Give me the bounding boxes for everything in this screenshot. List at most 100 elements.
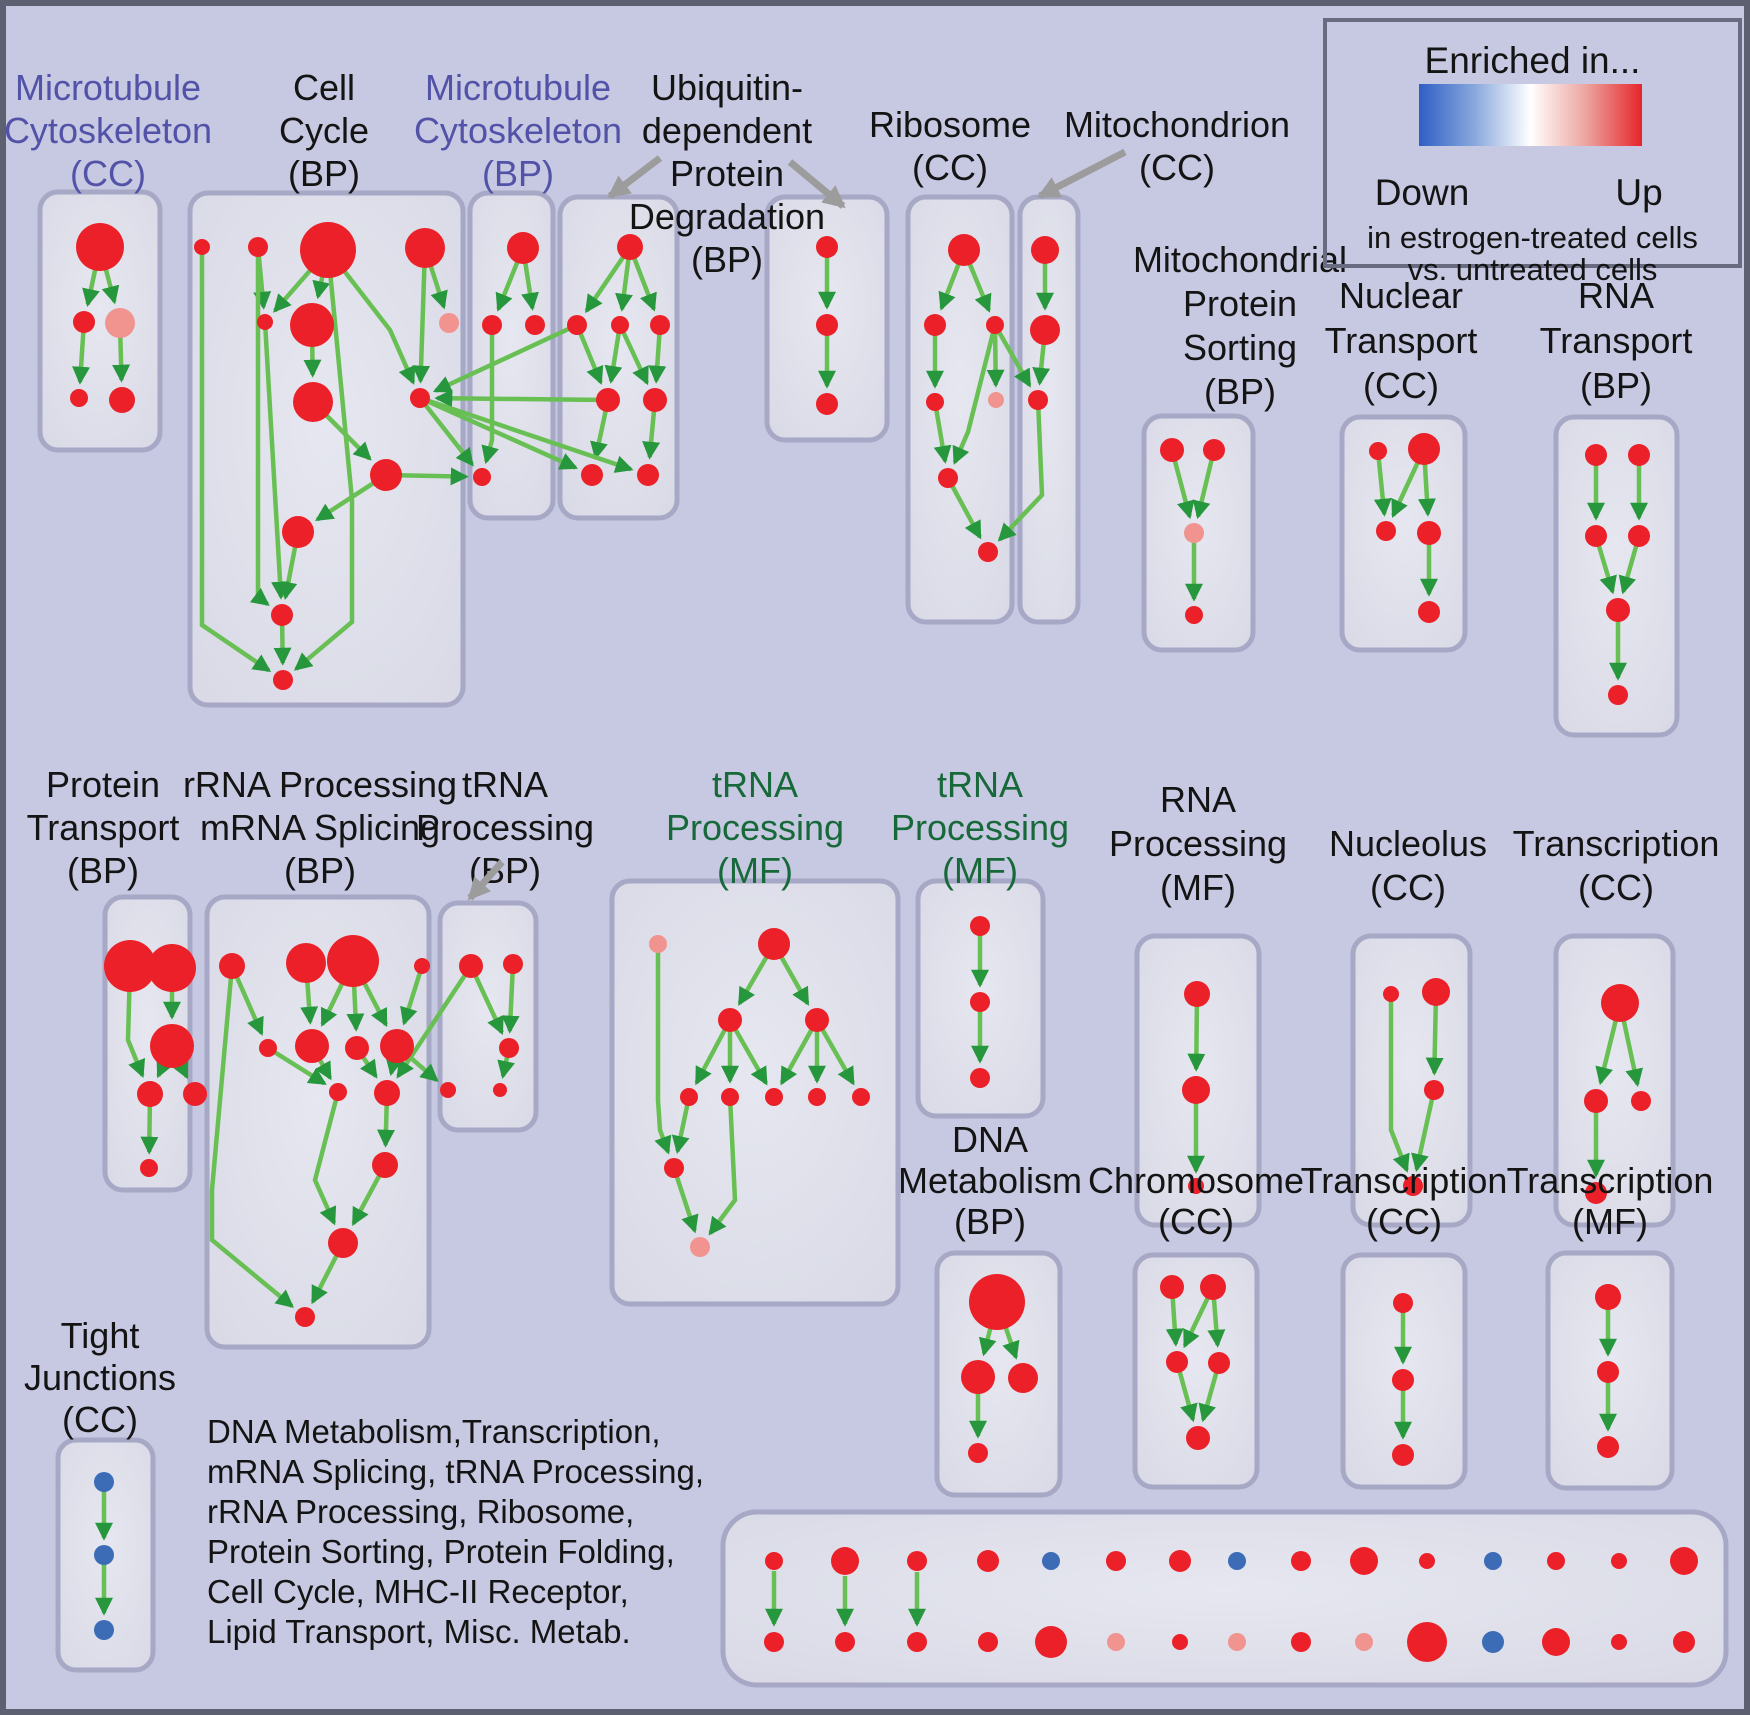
node-mito-2	[1028, 390, 1048, 410]
node-trna_mf2-1	[970, 992, 990, 1012]
legend-title: Enriched in...	[1424, 40, 1641, 81]
cluster-box-chromosome	[1132, 1252, 1260, 1490]
misc-text-line-0: DNA Metabolism,Transcription,	[207, 1413, 661, 1450]
node-ubiq_b-2	[816, 393, 838, 415]
cluster-label-ubiquitin-dependent-protein-degradation-bp-line1: dependent	[642, 110, 812, 151]
node-ubiq_a-7	[637, 464, 659, 486]
node-trna_mf2-2	[970, 1068, 990, 1088]
cluster-label-rna-processing-mf-line2: (MF)	[1160, 867, 1236, 908]
node-ribosome-4	[988, 392, 1004, 408]
cluster-label-rna-processing-mf-line0: RNA	[1160, 779, 1236, 820]
node-rrna-6	[345, 1036, 369, 1060]
cross-edge-1	[434, 389, 609, 408]
cluster-label-ubiquitin-dependent-protein-degradation-bp-line0: Ubiquitin-	[651, 67, 803, 108]
node-strip-top-6	[1169, 1550, 1191, 1572]
edge-trna_mf1-4	[728, 1018, 769, 1086]
cross-edge-7	[396, 964, 473, 1079]
cluster-label-nucleolus-cc-line1: (CC)	[1370, 867, 1446, 908]
node-rrna-1	[286, 943, 326, 983]
cluster-label-ribosome-cc-line1: (CC)	[912, 147, 988, 188]
node-tight_junc-2	[94, 1620, 114, 1640]
node-mito_sort-3	[1185, 606, 1203, 624]
node-chromosome-0	[1160, 1275, 1184, 1299]
cluster-label-microtubule-cytoskeleton-cc-line1: Cytoskeleton	[4, 110, 212, 151]
node-ribosome-3	[926, 393, 944, 411]
legend-down-label: Down	[1374, 172, 1470, 213]
node-trna_mf1-0	[649, 935, 667, 953]
cluster-label-rna-transport-bp-line1: Transport	[1540, 320, 1693, 361]
node-cell_cycle-10	[282, 516, 314, 548]
node-rna_mf-1	[1182, 1076, 1210, 1104]
cross-edge-8	[993, 323, 1032, 388]
cluster-label-microtubule-cytoskeleton-cc-line0: Microtubule	[15, 67, 201, 108]
node-cell_cycle-3	[405, 228, 445, 268]
cross-edge-2	[419, 395, 579, 470]
edge-trna_mf1-5	[779, 1018, 819, 1086]
node-strip-top-12	[1547, 1552, 1565, 1570]
node-rna_trans-5	[1608, 685, 1628, 705]
node-rna_trans-3	[1628, 525, 1650, 547]
node-strip-top-10	[1419, 1553, 1435, 1569]
node-cell_cycle-2	[300, 222, 356, 278]
cluster-box-dna_met	[934, 1250, 1063, 1498]
cluster-label-nucleolus-cc-line0: Nucleolus	[1329, 823, 1487, 864]
cluster-box-misc-strip	[720, 1509, 1729, 1688]
node-tight_junc-1	[94, 1545, 114, 1565]
cluster-label-nuclear-transport-cc-line0: Nuclear	[1339, 275, 1463, 316]
cluster-box-mt_cc	[37, 189, 163, 453]
cluster-label-microtubule-cytoskeleton-bp-line0: Microtubule	[425, 67, 611, 108]
node-prot_trans-3	[137, 1081, 163, 1107]
cluster-label-chromosome-cc-line1: (CC)	[1158, 1201, 1234, 1242]
node-chromosome-3	[1208, 1352, 1230, 1374]
label-pointer-arrow-1	[787, 159, 846, 209]
node-mt_cc-0	[76, 223, 124, 271]
cluster-label-cell-cycle-bp-line2: (BP)	[288, 153, 360, 194]
node-ubiq_a-1	[567, 315, 587, 335]
node-strip-top-5	[1106, 1551, 1126, 1571]
node-trna_mf1-4	[680, 1088, 698, 1106]
cluster-label-mitochondrial-protein-sorting-bp-line1: Protein	[1183, 283, 1297, 324]
label-pointer-arrow-0	[607, 155, 663, 199]
node-ubiq_a-3	[650, 315, 670, 335]
cluster-label-tight-junctions-cc-line2: (CC)	[62, 1399, 138, 1440]
cross-edge-3	[419, 395, 634, 473]
node-strip-top-14	[1670, 1547, 1698, 1575]
node-mt_bp-1	[482, 315, 502, 335]
cluster-label-trna-processing-mf-2-line0: tRNA	[937, 764, 1023, 805]
node-strip-top-11	[1484, 1552, 1502, 1570]
cluster-label-ubiquitin-dependent-protein-degradation-bp-line4: (BP)	[691, 239, 763, 280]
cluster-label-trna-processing-mf-1-line0: tRNA	[712, 764, 798, 805]
edge-ubiq_a-3	[574, 324, 604, 385]
edge-trna_bp-0	[468, 965, 504, 1036]
cluster-label-dna-metabolism-bp-line0: DNA	[952, 1119, 1028, 1160]
cluster-label-transcription-mf-line0: Transcription	[1507, 1160, 1714, 1201]
node-cell_cycle-11	[271, 604, 293, 626]
node-strip-bottom-0	[764, 1632, 784, 1652]
edge-nucleolus-2	[1411, 1089, 1437, 1173]
node-rrna-10	[372, 1152, 398, 1178]
node-rrna-5	[295, 1029, 329, 1063]
node-ribosome-1	[924, 314, 946, 336]
node-strip-bottom-5	[1107, 1633, 1125, 1651]
cluster-label-chromosome-cc-line0: Chromosome	[1088, 1160, 1304, 1201]
cluster-label-transcription-cc-mid-line0: Transcription	[1513, 823, 1720, 864]
cluster-box-nucleolus	[1350, 933, 1473, 1228]
node-transcription_mf-1	[1597, 1361, 1619, 1383]
node-mito_sort-2	[1184, 523, 1204, 543]
node-trna_mf1-3	[805, 1008, 829, 1032]
node-rrna-2	[327, 935, 379, 987]
node-strip-top-13	[1611, 1553, 1627, 1569]
node-cell_cycle-7	[410, 388, 430, 408]
node-trna_mf1-1	[758, 928, 790, 960]
cluster-label-rrna-processing-mrna-splicing-bp-line2: (BP)	[284, 850, 356, 891]
cluster-label-trna-processing-bp-line1: Processing	[416, 807, 594, 848]
node-transcription_cc1-2	[1631, 1091, 1651, 1111]
node-prot_trans-2	[150, 1024, 194, 1068]
node-strip-bottom-11	[1482, 1631, 1504, 1653]
nodes	[70, 222, 1698, 1662]
node-trna_mf1-8	[852, 1088, 870, 1106]
label-pointer-arrow-3	[467, 859, 505, 901]
edge-cell_cycle-4	[412, 247, 431, 384]
cluster-label-rrna-processing-mrna-splicing-bp-line0: rRNA Processing	[183, 764, 457, 805]
node-cell_cycle-4	[257, 314, 273, 330]
